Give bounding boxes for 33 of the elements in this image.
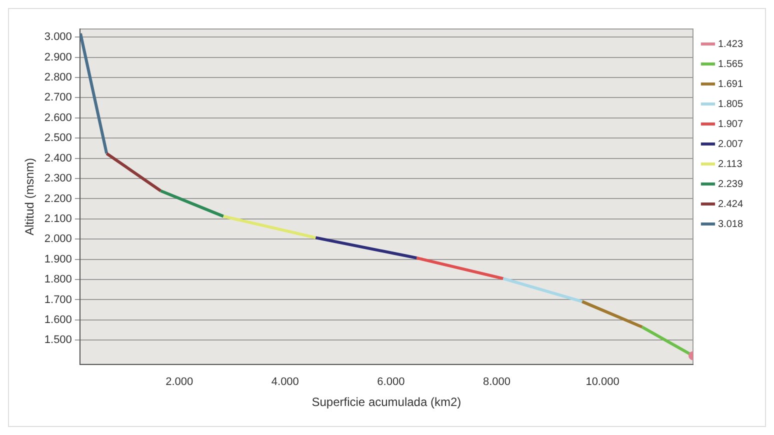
y-tick-label: 2.100	[44, 212, 72, 225]
legend-label: 2.239	[718, 178, 744, 190]
legend-label: 1.805	[718, 98, 744, 110]
y-axis-title: Altitud (msnm)	[22, 158, 37, 236]
y-tick-label: 1.700	[44, 294, 72, 306]
y-tick-label: 2.600	[44, 112, 72, 124]
legend-label: 1.907	[718, 118, 744, 130]
x-tick-label: 8.000	[482, 376, 510, 388]
y-tick-label: 2.700	[44, 92, 72, 104]
y-tick-label: 2.800	[44, 72, 72, 84]
legend-label: 3.018	[718, 218, 744, 230]
y-tick-label: 2.200	[44, 192, 72, 205]
legend-label: 1.691	[718, 78, 744, 90]
y-tick-label: 2.300	[44, 172, 72, 185]
legend-label: 1.423	[718, 38, 744, 50]
x-axis-title: Superficie acumulada (km2)	[312, 395, 462, 410]
x-tick-label: 4.000	[271, 376, 299, 388]
y-tick-label: 1.900	[44, 253, 72, 266]
y-tick-label: 2.500	[44, 132, 72, 144]
x-tick-label: 6.000	[377, 376, 405, 388]
x-tick-label: 10.000	[586, 376, 620, 388]
legend-label: 1.565	[718, 58, 744, 70]
y-tick-label: 2.900	[44, 51, 72, 64]
y-tick-label: 2.400	[44, 152, 72, 164]
y-tick-label: 1.600	[44, 314, 72, 326]
y-tick-label: 1.500	[44, 334, 72, 346]
legend-label: 2.424	[718, 198, 744, 210]
y-tick-label: 3.000	[44, 31, 72, 44]
legend-label: 2.007	[718, 138, 744, 150]
x-tick-label: 2.000	[166, 376, 194, 388]
y-tick-label: 2.000	[44, 233, 72, 246]
legend-label: 2.113	[718, 158, 743, 170]
y-tick-label: 1.800	[44, 274, 72, 286]
